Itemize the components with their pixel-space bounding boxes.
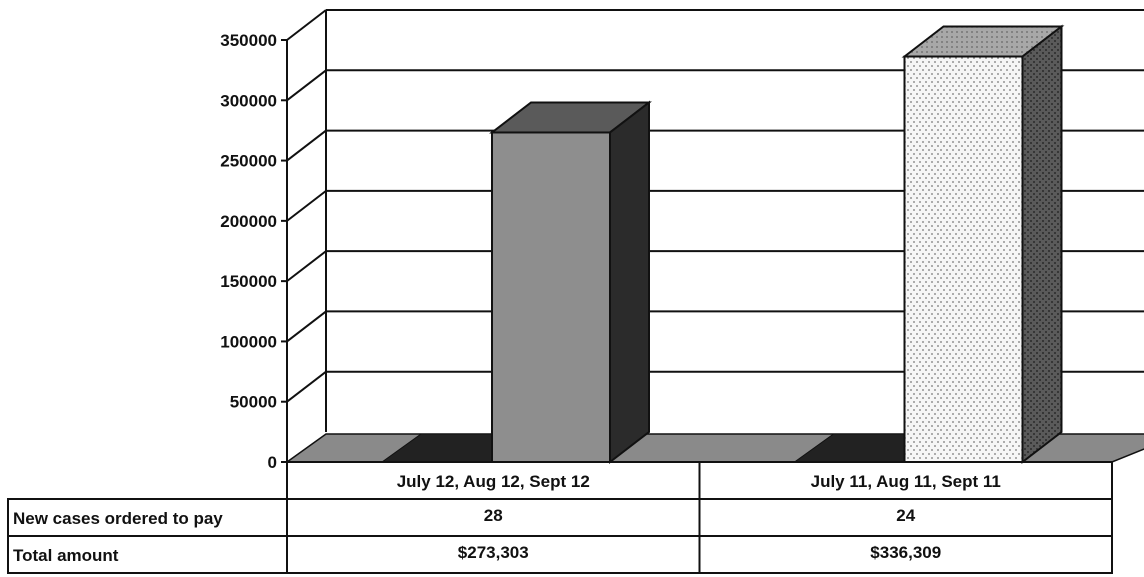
gridline-side [286, 310, 327, 343]
y-tick-label: 100000 [220, 332, 277, 351]
table-row-label: Total amount [13, 546, 119, 565]
table-cell-value: $336,309 [870, 543, 941, 562]
y-tick-label: 200000 [220, 212, 277, 231]
y-tick-label: 300000 [220, 91, 277, 110]
data-table: July 12, Aug 12, Sept 12 July 11, Aug 11,… [7, 461, 1113, 574]
y-tick-label: 250000 [220, 152, 277, 171]
bars [489, 24, 1065, 465]
gridline-side [286, 190, 327, 222]
category-label: July 12, Aug 12, Sept 12 [397, 472, 590, 491]
table-row-label: New cases ordered to pay [13, 509, 223, 528]
y-tick-label: 350000 [220, 31, 277, 50]
y-axis: 0 50000 100000 150000 200000 250000 300000 3500… [220, 31, 287, 472]
table-cell-value: 24 [896, 506, 915, 525]
gridline-side [286, 129, 327, 162]
y-tick-label: 150000 [220, 272, 277, 291]
bar [491, 131, 611, 463]
y-tick-label: 50000 [230, 393, 277, 412]
bar [903, 55, 1024, 463]
bar-side [1021, 24, 1063, 465]
gridline-side [286, 69, 327, 102]
table-cell-value: $273,303 [458, 543, 529, 562]
category-label: July 11, Aug 11, Sept 11 [811, 472, 1001, 491]
bar-side [609, 100, 650, 465]
y-tick-label: 0 [268, 453, 277, 472]
gridline-side [286, 9, 327, 41]
gridline-side [286, 250, 327, 282]
gridline-side [286, 370, 327, 403]
table-row [7, 535, 1113, 574]
table-cell-value: 28 [484, 506, 503, 525]
